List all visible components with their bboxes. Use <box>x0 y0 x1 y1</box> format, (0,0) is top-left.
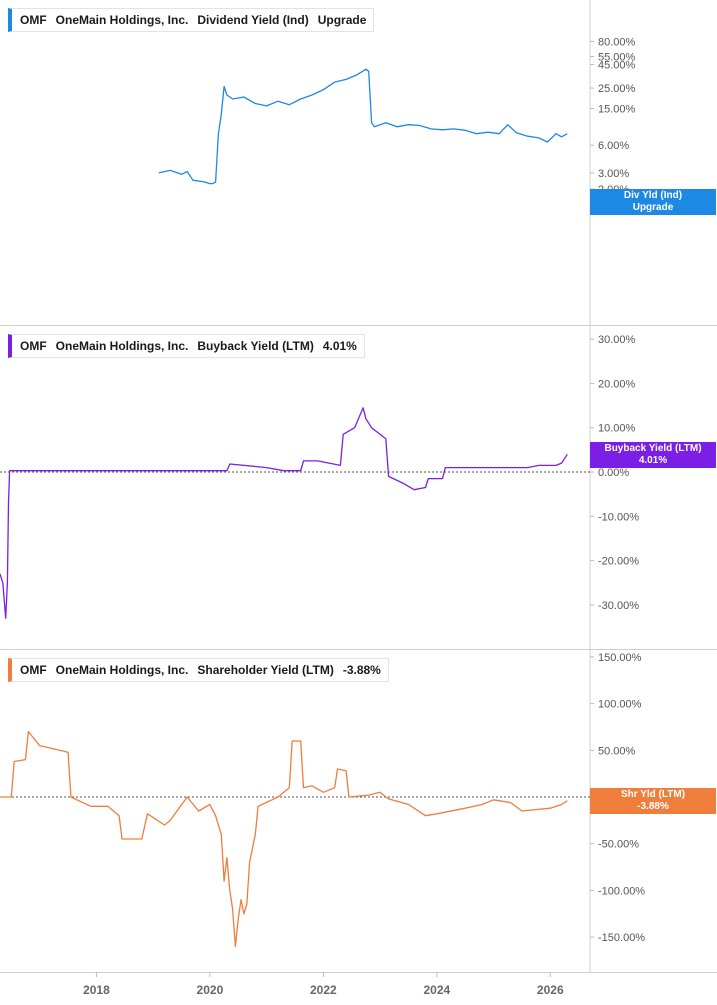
shareholder-yield-legend: OMF OneMain Holdings, Inc. Shareholder Y… <box>8 658 389 682</box>
dividend-yield-legend: OMF OneMain Holdings, Inc. Dividend Yiel… <box>8 8 375 32</box>
y-tick-label: -10.00% <box>598 511 639 523</box>
legend-metric: Dividend Yield (Ind) <box>197 13 309 27</box>
legend-value: 4.01% <box>322 339 357 353</box>
tag-value: 4.01% <box>638 455 668 466</box>
y-tick-label: -20.00% <box>598 556 639 568</box>
tag-label: Div Yld (Ind) <box>623 190 683 201</box>
tag-value: Upgrade <box>632 202 674 213</box>
shareholder-yield-value-tag: Shr Yld (LTM) -3.88% <box>590 788 716 814</box>
tag-label: Buyback Yield (LTM) <box>604 443 702 454</box>
legend-ticker: OMF <box>20 339 47 353</box>
y-tick-label: 80.00% <box>598 36 636 48</box>
y-tick-label: -150.00% <box>598 932 645 944</box>
buyback-yield-legend: OMF OneMain Holdings, Inc. Buyback Yield… <box>8 334 365 358</box>
legend-value: -3.88% <box>342 663 381 677</box>
y-tick-label: -30.00% <box>598 600 639 612</box>
y-tick-label: 150.00% <box>598 652 642 664</box>
legend-company: OneMain Holdings, Inc. <box>55 339 189 353</box>
axis-layer: 80.00% 55.00%45.00% 25.00% 15.00% 6.00% 3.00%… <box>83 36 645 997</box>
buyback-yield-value-tag: Buyback Yield (LTM) 4.01% <box>590 442 716 468</box>
x-tick-label: 2024 <box>423 983 450 997</box>
y-tick-label: 25.00% <box>598 83 636 95</box>
y-tick-label: 50.00% <box>598 745 636 757</box>
tag-value: -3.88% <box>637 801 669 812</box>
legend-ticker: OMF <box>20 663 47 677</box>
y-tick-label: 20.00% <box>598 378 636 390</box>
legend-metric: Buyback Yield (LTM) <box>197 339 314 353</box>
y-tick-label: 6.00% <box>598 140 629 152</box>
y-tick-label: 100.00% <box>598 699 642 711</box>
x-tick-label: 2018 <box>83 983 110 997</box>
y-tick-label: 30.00% <box>598 334 636 346</box>
x-tick-label: 2020 <box>197 983 224 997</box>
y-tick-label: 0.00% <box>598 467 629 479</box>
y-tick-label: -100.00% <box>598 885 645 897</box>
y-tick-label: 3.00% <box>598 168 629 180</box>
series-line-3 <box>0 730 568 948</box>
legend-metric: Shareholder Yield (LTM) <box>197 663 334 677</box>
legend-ticker: OMF <box>20 13 47 27</box>
tag-label: Shr Yld (LTM) <box>620 789 686 800</box>
dividend-yield-value-tag[interactable]: Div Yld (Ind) Upgrade <box>590 189 716 215</box>
y-tick-label: 15.00% <box>598 103 636 115</box>
legend-value[interactable]: Upgrade <box>317 13 367 27</box>
legend-company: OneMain Holdings, Inc. <box>55 663 189 677</box>
y-tick-label: 10.00% <box>598 423 636 435</box>
y-tick-label: -50.00% <box>598 839 639 851</box>
y-tick-label: 45.00% <box>598 60 636 72</box>
series-layer <box>0 68 568 948</box>
legend-company: OneMain Holdings, Inc. <box>55 13 189 27</box>
series-line-2 <box>0 407 568 619</box>
y-tick-label: 55.00% <box>598 51 636 63</box>
x-tick-label: 2022 <box>310 983 337 997</box>
series-line-1 <box>158 68 568 185</box>
x-tick-label: 2026 <box>537 983 564 997</box>
